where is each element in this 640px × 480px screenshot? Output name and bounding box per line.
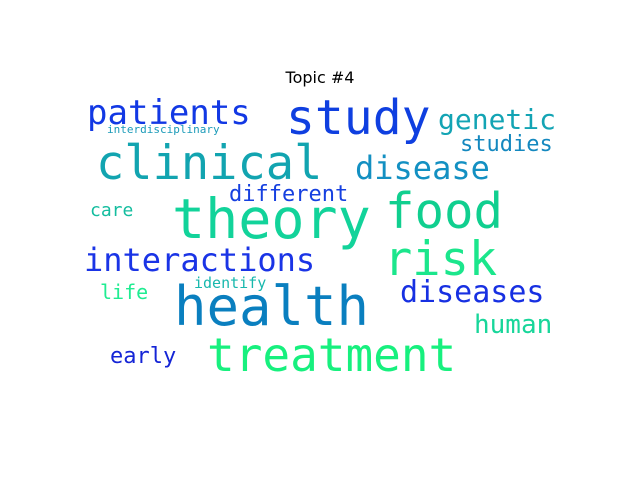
- word-genetic: genetic: [438, 103, 557, 136]
- word-diseases: diseases: [400, 275, 545, 310]
- word-food: food: [385, 183, 504, 240]
- word-patients: patients: [87, 93, 251, 133]
- word-early: early: [110, 344, 177, 369]
- word-clinical: clinical: [96, 136, 323, 191]
- word-risk: risk: [384, 232, 498, 287]
- word-theory: theory: [172, 187, 371, 251]
- word-different: different: [229, 182, 349, 207]
- word-interdisciplinary: interdisciplinary: [107, 123, 220, 136]
- word-life: life: [100, 280, 149, 304]
- word-cloud: health theory treatment clinical study r…: [82, 92, 578, 388]
- word-studies: studies: [460, 132, 553, 157]
- word-interactions: interactions: [84, 241, 316, 279]
- word-disease: disease: [355, 149, 490, 187]
- word-identify: identify: [194, 274, 267, 292]
- word-treatment: treatment: [207, 328, 457, 382]
- chart-title: Topic #4: [285, 68, 355, 87]
- word-human: human: [474, 310, 553, 340]
- word-care: care: [90, 200, 134, 221]
- word-health: health: [174, 275, 370, 338]
- word-study: study: [286, 90, 431, 146]
